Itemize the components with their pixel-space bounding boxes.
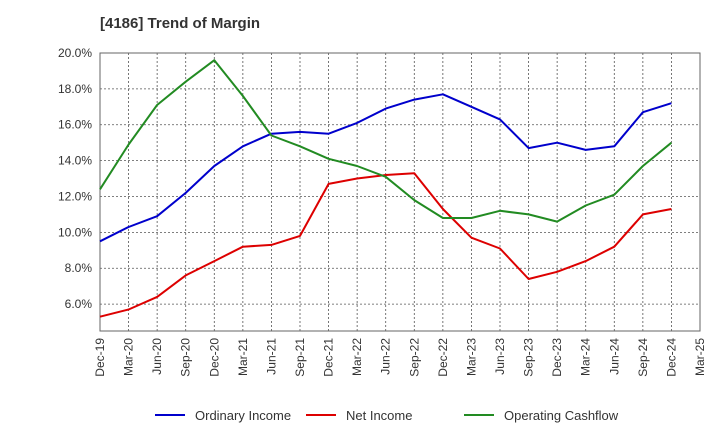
series-line-1 — [99, 93, 672, 243]
x-tick-label: Dec-21 — [322, 338, 336, 377]
y-tick-label: 10.0% — [58, 225, 92, 239]
x-tick-label: Mar-25 — [693, 338, 707, 376]
x-tick-label: Dec-22 — [436, 338, 450, 377]
series-line-2 — [99, 172, 672, 318]
legend-label: Net Income — [346, 408, 412, 423]
y-tick-label: 20.0% — [58, 46, 92, 60]
x-tick-label: Mar-22 — [350, 338, 364, 376]
y-tick-label: 16.0% — [58, 118, 92, 132]
y-tick-label: 14.0% — [58, 154, 92, 168]
x-tick-label: Sep-21 — [293, 338, 307, 377]
x-tick-label: Dec-20 — [207, 338, 221, 377]
x-tick-label: Jun-22 — [379, 338, 393, 375]
x-tick-label: Mar-24 — [579, 338, 593, 376]
plot-border — [99, 52, 701, 332]
y-tick-label: 8.0% — [65, 261, 93, 275]
y-tick-label: 6.0% — [65, 297, 93, 311]
x-tick-label: Dec-23 — [550, 338, 564, 377]
chart-title: [4186] Trend of Margin — [100, 15, 261, 32]
y-tick-label: 12.0% — [58, 189, 92, 203]
x-tick-label: Sep-20 — [179, 338, 193, 377]
x-tick-label: Mar-21 — [236, 338, 250, 376]
x-tick-label: Jun-20 — [150, 338, 164, 375]
x-tick-label: Sep-23 — [522, 338, 536, 377]
plot-area — [100, 53, 700, 331]
x-tick-label: Jun-21 — [264, 338, 278, 375]
x-tick-label: Sep-24 — [636, 338, 650, 377]
series-line-3 — [99, 59, 673, 223]
y-tick-label: 18.0% — [58, 82, 92, 96]
legend-label: Ordinary Income — [195, 408, 291, 423]
x-tick-label: Dec-19 — [93, 338, 107, 377]
legend-label: Operating Cashflow — [504, 408, 619, 423]
x-tick-label: Dec-24 — [664, 338, 678, 377]
x-tick-label: Jun-23 — [493, 338, 507, 375]
x-tick-label: Mar-20 — [122, 338, 136, 376]
x-tick-label: Mar-23 — [464, 338, 478, 376]
x-tick-label: Sep-22 — [407, 338, 421, 377]
x-tick-label: Jun-24 — [607, 338, 621, 375]
